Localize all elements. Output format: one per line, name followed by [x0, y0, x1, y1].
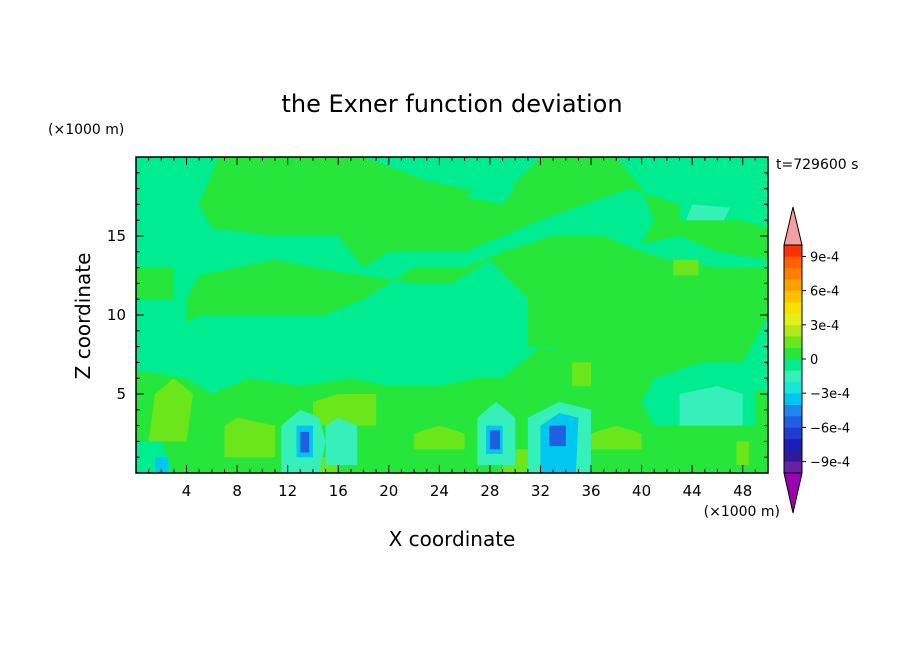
- contour-region-24: [685, 204, 731, 221]
- contour-region-20: [325, 417, 358, 466]
- x-tick-label: 24: [430, 482, 449, 500]
- x-tick-label: 32: [531, 482, 550, 500]
- colorbar-tick-label: 3e-4: [810, 319, 839, 334]
- y-tick-label: 15: [107, 227, 126, 245]
- contour-region-7: [464, 180, 516, 205]
- colorbar-bin: [784, 336, 802, 348]
- contour-regions: [136, 157, 768, 473]
- colorbar-bin: [784, 404, 802, 417]
- x-tick-label: 40: [632, 482, 651, 500]
- x-tick-label: 8: [232, 482, 242, 500]
- colorbar-min-arrow: [783, 472, 803, 514]
- colorbar-bin: [784, 256, 802, 269]
- colorbar-bin: [784, 461, 802, 474]
- colorbar-bin: [784, 416, 802, 428]
- x-tick-label: 44: [683, 482, 702, 500]
- colorbar-tick-label: −3e-4: [810, 387, 850, 402]
- contour-region-18: [736, 441, 749, 466]
- contour-region-23: [679, 386, 743, 426]
- contour-region-1: [186, 236, 768, 379]
- y-axis-ticks: 5 10 15: [107, 172, 768, 458]
- contour-region-14: [572, 362, 591, 387]
- contour-region-13: [591, 425, 642, 450]
- x-tick-label: 12: [278, 482, 297, 500]
- x-tick-label: 48: [733, 482, 752, 500]
- colorbar-bin: [784, 438, 802, 451]
- colorbar-bin: [784, 279, 802, 291]
- colorbar-tick-label: 9e-4: [810, 250, 839, 265]
- contour-region-31: [549, 425, 566, 447]
- y-axis-unit: (×1000 m): [48, 122, 124, 138]
- colorbar-tick-label: −9e-4: [810, 456, 850, 471]
- colorbar-tick-label: 0: [810, 353, 818, 368]
- y-tick-label: 5: [116, 385, 126, 403]
- contour-region-9: [148, 378, 193, 442]
- x-axis-unit: (×1000 m): [704, 504, 780, 520]
- y-tick-label: 10: [107, 306, 126, 324]
- x-axis-ticks: 4 8 12 16 20 24 28 32 36 40 44 48: [148, 157, 756, 500]
- colorbar-bin: [784, 290, 802, 303]
- y-axis-label: Z coordinate: [71, 253, 95, 380]
- colorbar-bin: [784, 245, 802, 257]
- contour-region-15: [673, 259, 699, 276]
- x-tick-label: 4: [182, 482, 192, 500]
- contour-region-30: [489, 430, 500, 450]
- x-tick-label: 28: [480, 482, 499, 500]
- colorbar-bin: [784, 381, 802, 394]
- colorbar: 9e-4 6e-4 3e-4 0 −3e-4 −6e-4 −9e-4: [783, 206, 850, 514]
- colorbar-bin: [784, 450, 802, 462]
- x-tick-label: 20: [379, 482, 398, 500]
- contour-region-12: [414, 425, 465, 450]
- colorbar-bin: [784, 313, 802, 326]
- x-tick-label: 16: [329, 482, 348, 500]
- colorbar-tick-label: −6e-4: [810, 421, 850, 436]
- time-label: t=729600 s: [776, 157, 858, 173]
- contour-region-28: [155, 457, 168, 473]
- colorbar-bin: [784, 370, 802, 383]
- colorbar-bin: [784, 427, 802, 440]
- x-tick-label: 36: [581, 482, 600, 500]
- colorbar-bin: [784, 267, 802, 280]
- x-axis-label: X coordinate: [389, 527, 516, 551]
- contour-region-10: [224, 417, 275, 458]
- chart-title: the Exner function deviation: [281, 90, 622, 118]
- contour-region-29: [300, 431, 310, 453]
- colorbar-tick-label: 6e-4: [810, 285, 839, 300]
- colorbar-bin: [784, 302, 802, 314]
- colorbar-bin: [784, 324, 802, 337]
- colorbar-bin: [784, 347, 802, 360]
- colorbar-max-arrow: [783, 206, 803, 246]
- colorbar-bin: [784, 359, 802, 371]
- contour-region-11: [313, 394, 377, 426]
- contour-region-0: [199, 157, 768, 268]
- colorbar-bin: [784, 393, 802, 405]
- contour-region-2: [136, 267, 174, 300]
